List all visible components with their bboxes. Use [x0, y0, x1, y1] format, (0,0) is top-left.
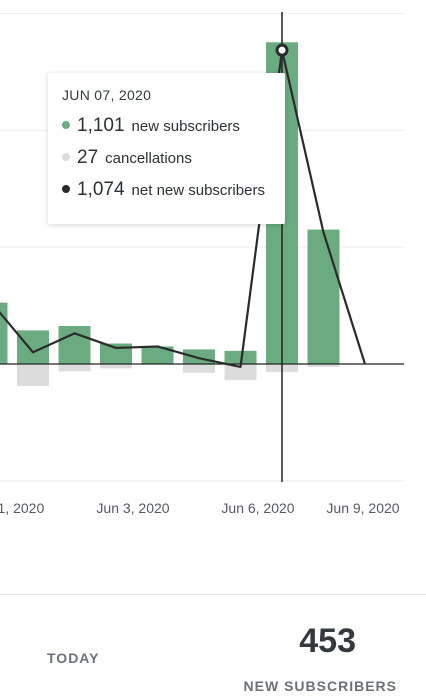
tooltip-row-net: 1,074 net new subscribers: [62, 179, 285, 211]
cancellations-dot-icon: [62, 153, 70, 161]
tooltip-row-new: 1,101 new subscribers: [62, 115, 285, 147]
x-tick-label: Jun 9, 2020: [326, 500, 399, 516]
tooltip-label: cancellations: [105, 150, 192, 167]
new-subscribers-bar: [141, 346, 174, 364]
tooltip-row-cancellations: 27 cancellations: [62, 147, 285, 179]
tooltip-value: 1,101: [77, 115, 125, 136]
new-subscribers-dot-icon: [62, 121, 70, 129]
cancellations-bar: [17, 364, 49, 386]
cancellations-bar: [58, 364, 91, 372]
new-subscribers-bar: [183, 349, 215, 364]
x-tick-label: 31, 2020: [0, 500, 44, 516]
period-label: TODAY: [47, 650, 100, 666]
tooltip-date: JUN 07, 2020: [62, 87, 152, 103]
new-subscribers-bar: [224, 350, 257, 364]
chart-tooltip: JUN 07, 2020 1,101 new subscribers 27 ca…: [48, 73, 285, 224]
tooltip-value: 1,074: [77, 179, 125, 200]
net-subscribers-dot-icon: [62, 185, 70, 193]
new-subscribers-bar: [0, 302, 8, 364]
hover-point-marker: [275, 43, 289, 57]
cancellations-bar: [224, 364, 257, 381]
cancellations-bar: [183, 364, 215, 373]
net-new-subscribers-line: [0, 49, 367, 369]
x-tick-label: Jun 3, 2020: [96, 500, 169, 516]
tooltip-label: new subscribers: [131, 118, 240, 135]
new-subscribers-bar: [58, 326, 91, 364]
tooltip-label: net new subscribers: [131, 182, 265, 199]
new-subscribers-count: 453: [299, 622, 356, 660]
new-subscribers-bar: [307, 229, 340, 364]
cancellations-bar: [100, 364, 132, 369]
tooltip-value: 27: [77, 147, 99, 168]
new-subscribers-count-label: NEW SUBSCRIBERS: [243, 678, 397, 694]
x-axis-tick-labels: 31, 2020 Jun 3, 2020 Jun 6, 2020 Jun 9, 202…: [0, 500, 400, 516]
x-tick-label: Jun 6, 2020: [221, 500, 294, 516]
cancellations-bar: [307, 364, 340, 367]
section-divider: [0, 594, 426, 595]
